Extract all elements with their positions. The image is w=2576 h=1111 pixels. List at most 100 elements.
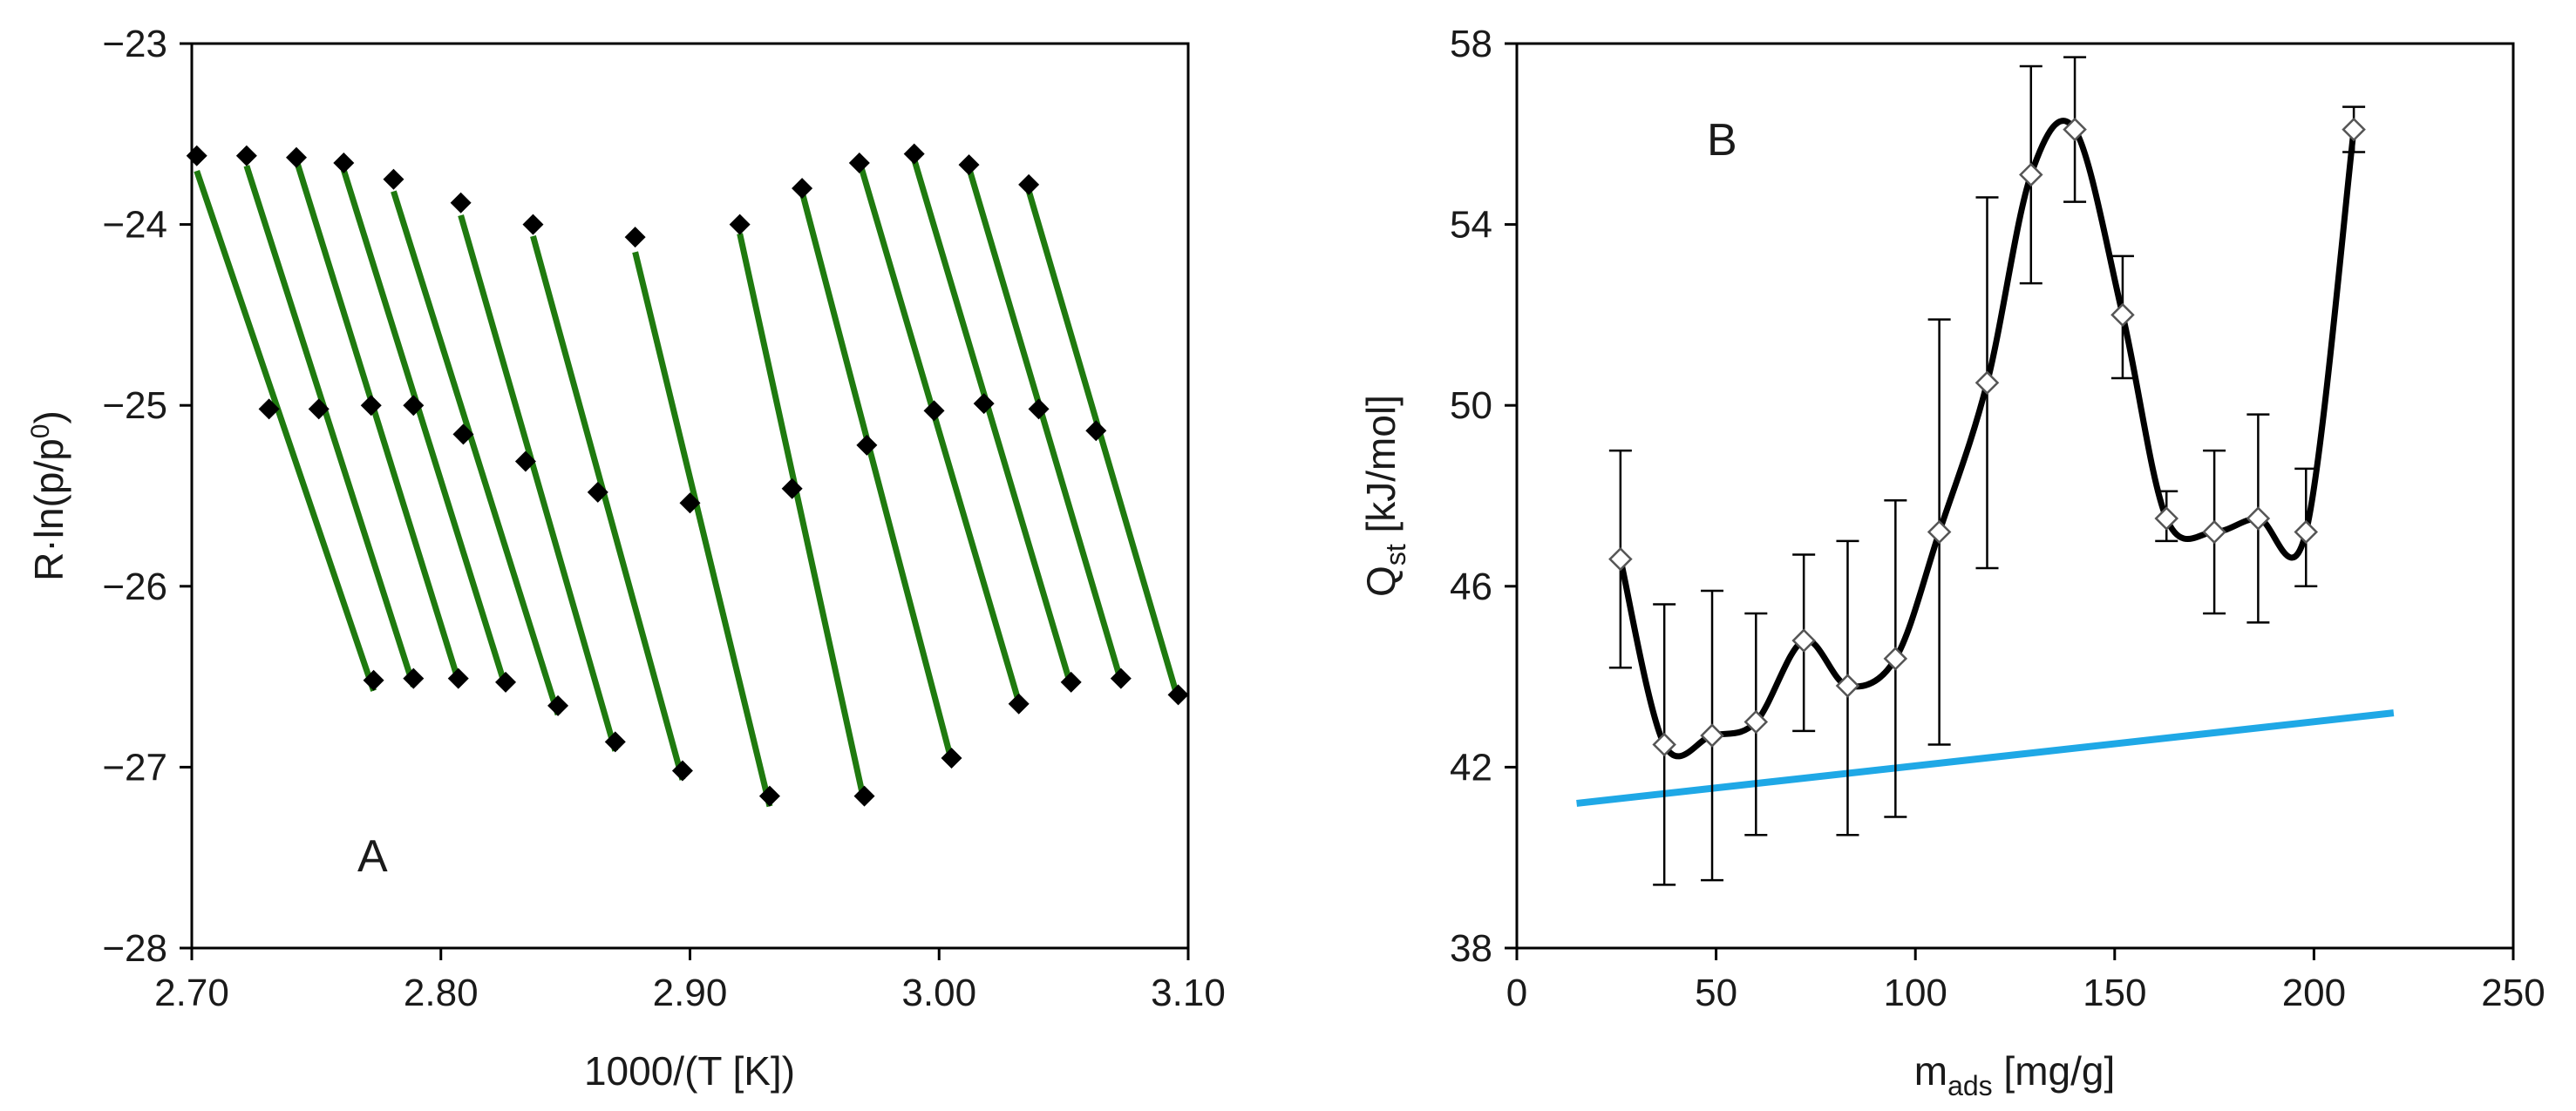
chart-a-point	[286, 146, 308, 168]
chart-b-point	[1608, 546, 1633, 572]
chart-a-fit-line	[966, 166, 1125, 682]
chart-a-point	[856, 434, 878, 456]
chart-b-panel-label: B	[1707, 115, 1737, 166]
chart-a-point	[383, 168, 404, 190]
chart-a-point	[848, 152, 870, 174]
chart-a-y-tick-label: −28	[102, 927, 167, 970]
chart-a-point	[958, 154, 980, 176]
chart-a-point	[447, 667, 469, 689]
chart-a-point	[495, 671, 517, 693]
chart-b-x-axis-title-main: m	[1914, 1048, 1947, 1094]
chart-a-fit-line	[737, 233, 867, 804]
chart-a-x-tick-label: 2.80	[404, 972, 479, 1014]
chart-a-fit-lines	[194, 158, 1181, 808]
chart-b-plot-frame	[1515, 42, 2515, 950]
chart-a-point	[1008, 693, 1030, 715]
chart-b-y-axis-title: Qst [kJ/mol]	[1358, 395, 1411, 597]
chart-a-fit-line	[340, 169, 509, 689]
chart-a-point	[624, 227, 646, 248]
chart-a-point	[363, 669, 384, 691]
chart-b-point	[1652, 732, 1676, 757]
chart-b-point	[1883, 647, 1908, 671]
chart-b-y-tick-label: 42	[1450, 746, 1492, 789]
chart-b-x-tick-label: 100	[1883, 972, 1947, 1014]
chart-b-x-axis-title-tail: [mg/g]	[1993, 1048, 2116, 1094]
chart-a-point	[1110, 667, 1132, 689]
chart-a-point	[258, 398, 280, 420]
chart-b-y-tick-label: 58	[1450, 23, 1492, 65]
chart-b-y-tick-label: 54	[1450, 204, 1492, 247]
chart-a-point	[403, 395, 425, 417]
chart-a-points	[186, 143, 1189, 807]
chart-a-point	[1085, 420, 1107, 442]
chart-b-y-axis-title-tail: [kJ/mol]	[1358, 395, 1404, 544]
chart-b-x-tick-label: 150	[2083, 972, 2146, 1014]
chart-a-fit-line	[391, 190, 561, 716]
chart-b-points	[1608, 117, 2366, 757]
chart-a-point	[186, 145, 207, 166]
chart-b-y-tick-label: 46	[1450, 566, 1492, 608]
chart-a-point	[1028, 398, 1050, 420]
chart-a-point	[1060, 671, 1082, 693]
chart-a-y-tick-label: −25	[102, 384, 167, 427]
chart-b-point	[2154, 506, 2179, 531]
chart-b-x-axis-title: mads [mg/g]	[1914, 1048, 2116, 1101]
chart-a-y-tick-label: −26	[102, 566, 167, 608]
chart-a-x-tick-label: 3.00	[901, 972, 976, 1014]
chart-a-point	[547, 694, 569, 716]
chart-a-point	[758, 785, 780, 807]
chart-b-point	[1974, 370, 2000, 396]
chart-a-x-axis-title: 1000/(T [K])	[584, 1048, 795, 1094]
chart-b-point	[1927, 519, 1952, 545]
chart-a-fit-line	[293, 159, 462, 682]
chart-a-point	[792, 178, 813, 200]
chart-a-point	[923, 400, 945, 422]
chart-a-fit-line	[799, 191, 955, 762]
chart-b-point	[2246, 506, 2271, 531]
chart-a-x-tick-label: 2.70	[154, 972, 229, 1014]
chart-a-fit-line	[856, 159, 1023, 703]
chart-a-point	[452, 423, 474, 445]
chart-a-y-axis-title-main: R·ln(p/p	[26, 438, 71, 581]
chart-a-point	[729, 213, 751, 235]
chart-b-point	[2063, 117, 2087, 142]
chart-a-point	[853, 785, 875, 807]
chart-a-point	[679, 492, 701, 514]
chart-a-point	[333, 152, 355, 174]
chart-a-point	[973, 393, 995, 415]
chart-a-fit-line	[1025, 189, 1181, 701]
chart-b-point	[2019, 162, 2043, 187]
chart-b-point	[1835, 674, 1860, 698]
chart-a-point	[514, 450, 536, 472]
chart-b-x-axis-title-sub: ads	[1947, 1070, 1993, 1101]
chart-a-point	[671, 760, 693, 782]
chart-a-point	[604, 731, 626, 753]
chart-a-fit-line	[911, 158, 1075, 688]
chart-b-x-tick-label: 0	[1506, 972, 1527, 1014]
chart-a-y-tick-label: −24	[102, 204, 167, 247]
chart-a-point	[235, 145, 257, 166]
chart-a-x-ticks: 2.70 2.80 2.90 3.00 3.10	[154, 948, 1226, 1014]
chart-b-point	[1700, 723, 1724, 748]
chart-b-x-tick-label: 50	[1695, 972, 1737, 1014]
chart-a-y-axis-title-tail: )	[26, 410, 71, 423]
chart-a-y-ticks: −28 −27 −26 −25 −24 −23	[102, 23, 192, 970]
chart-a-panel-label: A	[357, 831, 388, 882]
chart-b-point	[2202, 519, 2226, 545]
chart-b-x-tick-label: 200	[2282, 972, 2346, 1014]
chart-a-point	[403, 667, 425, 689]
chart-a-point	[941, 748, 962, 769]
chart-a-y-axis-title: R·ln(p/p0)	[26, 410, 71, 581]
chart-a-fit-line	[632, 251, 773, 808]
chart-a-y-axis-title-sup: 0	[26, 424, 55, 439]
chart-b-y-axis-title-main: Q	[1358, 566, 1404, 597]
chart-a-fit-line	[194, 170, 377, 692]
chart-b-y-axis-title-sub: st	[1380, 544, 1411, 566]
chart-b-y-tick-label: 38	[1450, 927, 1492, 970]
chart-a-point	[781, 478, 803, 499]
chart-a-point	[587, 481, 608, 503]
chart-b-point	[1743, 709, 1769, 735]
chart-a: −28−27−26−25−24−23 2.70 2.80 2.90 3.00 3.10 …	[26, 23, 1226, 1094]
chart-b-y-ticks: 38 42 46 50 54 58	[1450, 23, 1517, 970]
